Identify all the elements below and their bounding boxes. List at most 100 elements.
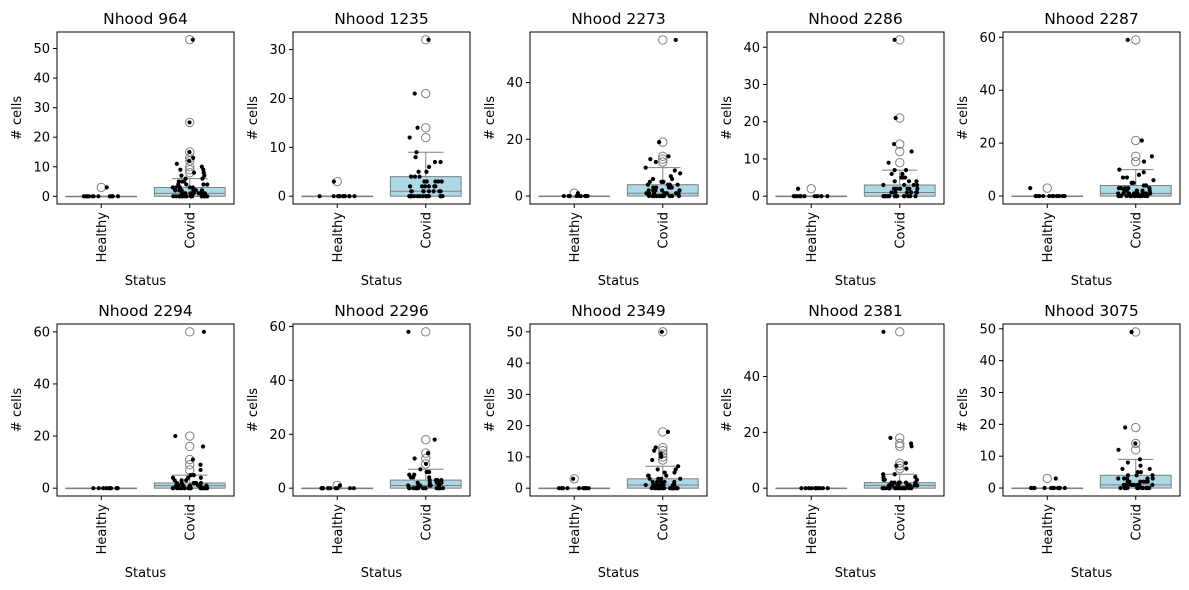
data-point [199, 188, 205, 193]
data-point [108, 194, 114, 199]
data-point [883, 194, 888, 199]
data-point [907, 483, 913, 488]
data-point [412, 456, 417, 461]
x-tick-label: Covid [1129, 212, 1144, 249]
panel-8: Nhood 2349 0 10 20 30 40 50 Healthy Covid Status #… [483, 302, 708, 581]
data-point [418, 467, 423, 472]
data-point [1060, 193, 1065, 199]
data-point [818, 194, 824, 199]
data-point [1150, 473, 1155, 478]
data-point [892, 37, 897, 42]
data-point [886, 483, 891, 488]
x-axis-label: Status [598, 566, 640, 581]
data-point [438, 159, 443, 165]
data-point [907, 186, 912, 191]
data-point [191, 170, 197, 175]
data-point [176, 179, 181, 184]
data-point [659, 454, 664, 460]
data-point [902, 194, 907, 199]
data-point [891, 141, 897, 147]
x-tick-label: Covid [1129, 504, 1144, 541]
axes-frame [56, 323, 235, 497]
data-point [892, 472, 897, 477]
points-covid [881, 37, 920, 199]
y-tick-label: 10 [979, 450, 996, 465]
data-point [320, 486, 326, 491]
data-point [888, 435, 893, 441]
data-point [1028, 186, 1033, 191]
data-point [183, 176, 188, 181]
data-point [190, 37, 195, 42]
data-point [881, 472, 886, 477]
data-point [913, 194, 918, 199]
data-point [644, 191, 649, 196]
data-point [1137, 457, 1143, 462]
data-point [191, 473, 196, 478]
data-point [1028, 485, 1034, 491]
data-point [431, 189, 436, 194]
data-point [187, 158, 192, 163]
y-axis-label: # cells [10, 388, 25, 432]
data-point [424, 169, 429, 174]
panel-title: Nhood 2287 [1044, 10, 1139, 28]
data-point [1134, 188, 1139, 193]
data-point [1120, 466, 1125, 472]
data-point [795, 186, 801, 191]
data-point [1132, 482, 1137, 487]
data-point [1138, 463, 1143, 468]
data-point [892, 168, 897, 173]
outlier-marker [658, 452, 668, 462]
y-tick-label: 0 [515, 190, 523, 205]
data-point [1138, 470, 1143, 475]
data-point [678, 476, 683, 481]
data-point [188, 191, 193, 196]
data-point [171, 194, 176, 199]
data-point [892, 179, 897, 184]
points-covid [643, 329, 683, 491]
data-point [337, 483, 342, 488]
data-point [584, 486, 589, 491]
data-point [1143, 191, 1149, 196]
data-point [676, 464, 681, 469]
outlier-marker [806, 184, 816, 194]
y-axis-label: # cells [246, 96, 261, 140]
x-axis-label: Status [1071, 274, 1113, 289]
outlier-marker [895, 433, 905, 443]
panel-title: Nhood 2349 [571, 302, 666, 320]
data-point [914, 182, 920, 188]
y-tick-label: 60 [269, 320, 286, 335]
data-point [1131, 180, 1136, 185]
points-covid [880, 329, 920, 491]
data-point [101, 486, 106, 491]
data-point [198, 480, 204, 486]
panel-5: Nhood 2287 0 20 40 60 Healthy Covid Status # cel… [956, 10, 1181, 289]
data-point [170, 486, 175, 491]
y-tick-label: 50 [506, 325, 523, 340]
points-covid [643, 37, 683, 199]
data-point [904, 466, 909, 471]
panel-1: Nhood 964 0 10 20 30 40 50 Healthy Covid Status # … [10, 10, 235, 289]
data-point [886, 160, 891, 165]
data-point [1117, 167, 1122, 172]
data-point [1141, 170, 1146, 175]
box-healthy [538, 474, 611, 490]
data-point [1057, 485, 1062, 491]
points-healthy [799, 486, 830, 491]
data-point [1062, 485, 1067, 491]
data-point [809, 486, 814, 491]
data-point [407, 135, 412, 140]
data-point [170, 185, 175, 190]
data-point [662, 479, 667, 485]
data-point [1047, 193, 1052, 199]
data-point [909, 149, 914, 154]
data-point [649, 486, 654, 491]
y-tick-label: 20 [33, 131, 50, 146]
data-point [894, 186, 899, 191]
outlier-marker [895, 327, 905, 337]
data-point [426, 164, 432, 169]
data-point [187, 185, 192, 190]
data-point [889, 171, 894, 176]
data-point [669, 193, 675, 199]
data-point [407, 472, 412, 477]
x-axis-label: Status [361, 274, 403, 289]
